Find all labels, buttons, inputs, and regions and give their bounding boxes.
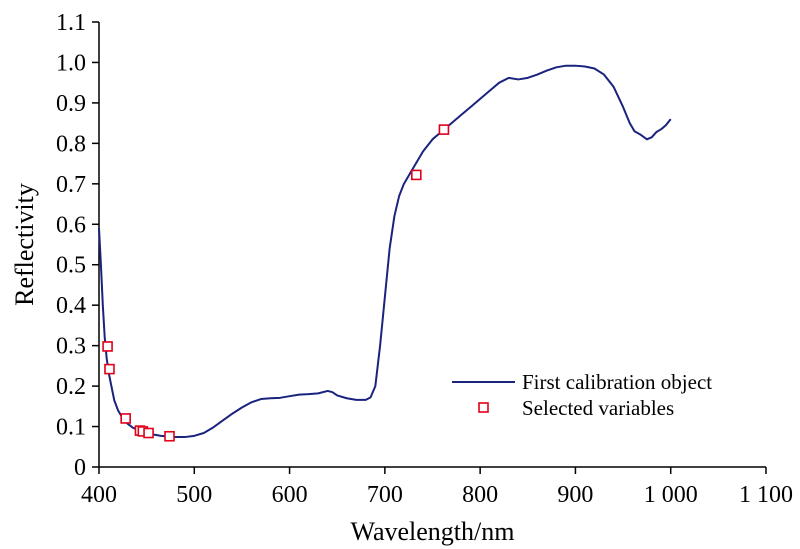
y-ticks: 0 0.1 0.2 0.3 0.4 0.5 0.6 0.7 0.8 0.9 1.0 1.1 [56, 10, 99, 481]
x-tick-label: 800 [462, 482, 498, 508]
y-tick-label: 1.1 [56, 10, 86, 36]
selected-variable-marker [411, 169, 422, 181]
y-tick-label: 0.3 [56, 334, 86, 360]
x-tick-label: 1 000 [644, 482, 698, 508]
y-tick-label: 0.4 [56, 293, 86, 319]
y-tick-label: 1.0 [56, 50, 86, 76]
y-tick-label: 0.5 [56, 253, 86, 279]
selected-variable-marker [104, 363, 115, 375]
legend-label-first-calibration-object: First calibration object [522, 370, 712, 394]
x-tick-label: 900 [557, 482, 593, 508]
x-tick-label: 600 [272, 482, 308, 508]
y-tick-label: 0 [74, 455, 86, 481]
y-tick-label: 0.1 [56, 415, 86, 441]
y-tick-label: 0.7 [56, 172, 86, 198]
legend-label-selected-variables: Selected variables [522, 396, 674, 420]
x-tick-label: 500 [176, 482, 212, 508]
selected-variable-marker [102, 341, 113, 352]
x-tick-label: 400 [81, 482, 117, 508]
selected-variable-marker [164, 430, 175, 442]
y-tick-label: 0.9 [56, 91, 86, 117]
x-axis-title: Wavelength/nm [351, 517, 515, 546]
x-tick-label: 1 100 [739, 482, 793, 508]
y-axis-title: Reflectivity [10, 183, 39, 306]
legend: First calibration object Selected variab… [452, 370, 712, 420]
plot-area [98, 64, 672, 442]
selected-variable-marker [120, 413, 131, 424]
selected-variable-marker [438, 124, 450, 135]
y-tick-label: 0.6 [56, 212, 86, 238]
legend-marker-swatch [478, 402, 489, 413]
x-ticks: 400 500 600 700 800 900 1 000 1 100 [81, 467, 793, 508]
x-tick-label: 700 [367, 482, 403, 508]
y-tick-label: 0.2 [56, 374, 86, 400]
selected-variable-marker [143, 427, 154, 439]
y-tick-label: 0.8 [56, 131, 86, 157]
